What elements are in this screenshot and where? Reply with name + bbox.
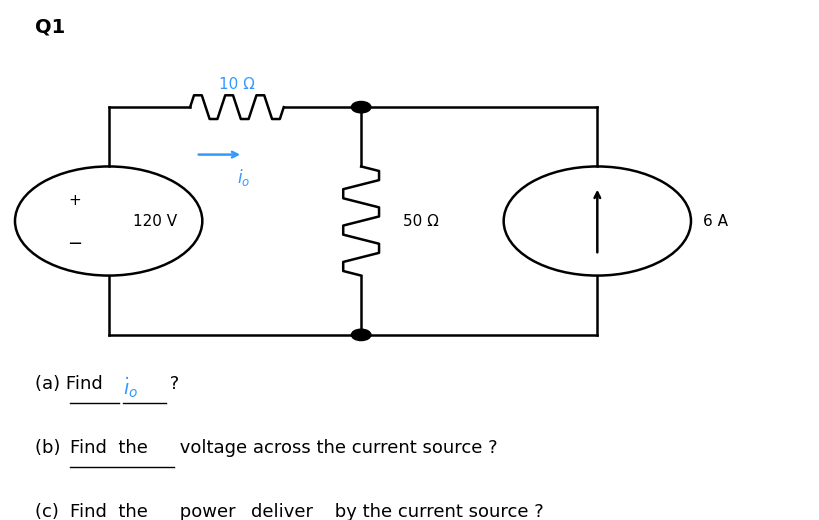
Text: (a) Find: (a) Find xyxy=(35,375,109,393)
Text: (b): (b) xyxy=(35,439,66,457)
Text: $i_o$: $i_o$ xyxy=(236,167,250,188)
Text: +: + xyxy=(68,193,81,208)
Text: by the current source ?: by the current source ? xyxy=(328,503,543,520)
Text: deliver: deliver xyxy=(251,503,313,520)
Text: Find  the: Find the xyxy=(70,503,147,520)
Text: 10 Ω: 10 Ω xyxy=(219,77,255,92)
Text: power: power xyxy=(174,503,241,520)
Text: 120 V: 120 V xyxy=(133,214,177,228)
Text: 6 A: 6 A xyxy=(703,214,727,228)
Circle shape xyxy=(351,101,370,113)
Text: 50 Ω: 50 Ω xyxy=(403,214,439,228)
Text: Find  the: Find the xyxy=(70,439,147,457)
Text: −: − xyxy=(67,235,82,253)
Circle shape xyxy=(351,329,370,341)
Text: voltage across the current source ?: voltage across the current source ? xyxy=(174,439,497,457)
Text: (c): (c) xyxy=(35,503,65,520)
Text: ?: ? xyxy=(164,375,179,393)
Text: Q1: Q1 xyxy=(35,17,66,36)
Text: $\dot{\imath}_o$: $\dot{\imath}_o$ xyxy=(123,375,138,400)
